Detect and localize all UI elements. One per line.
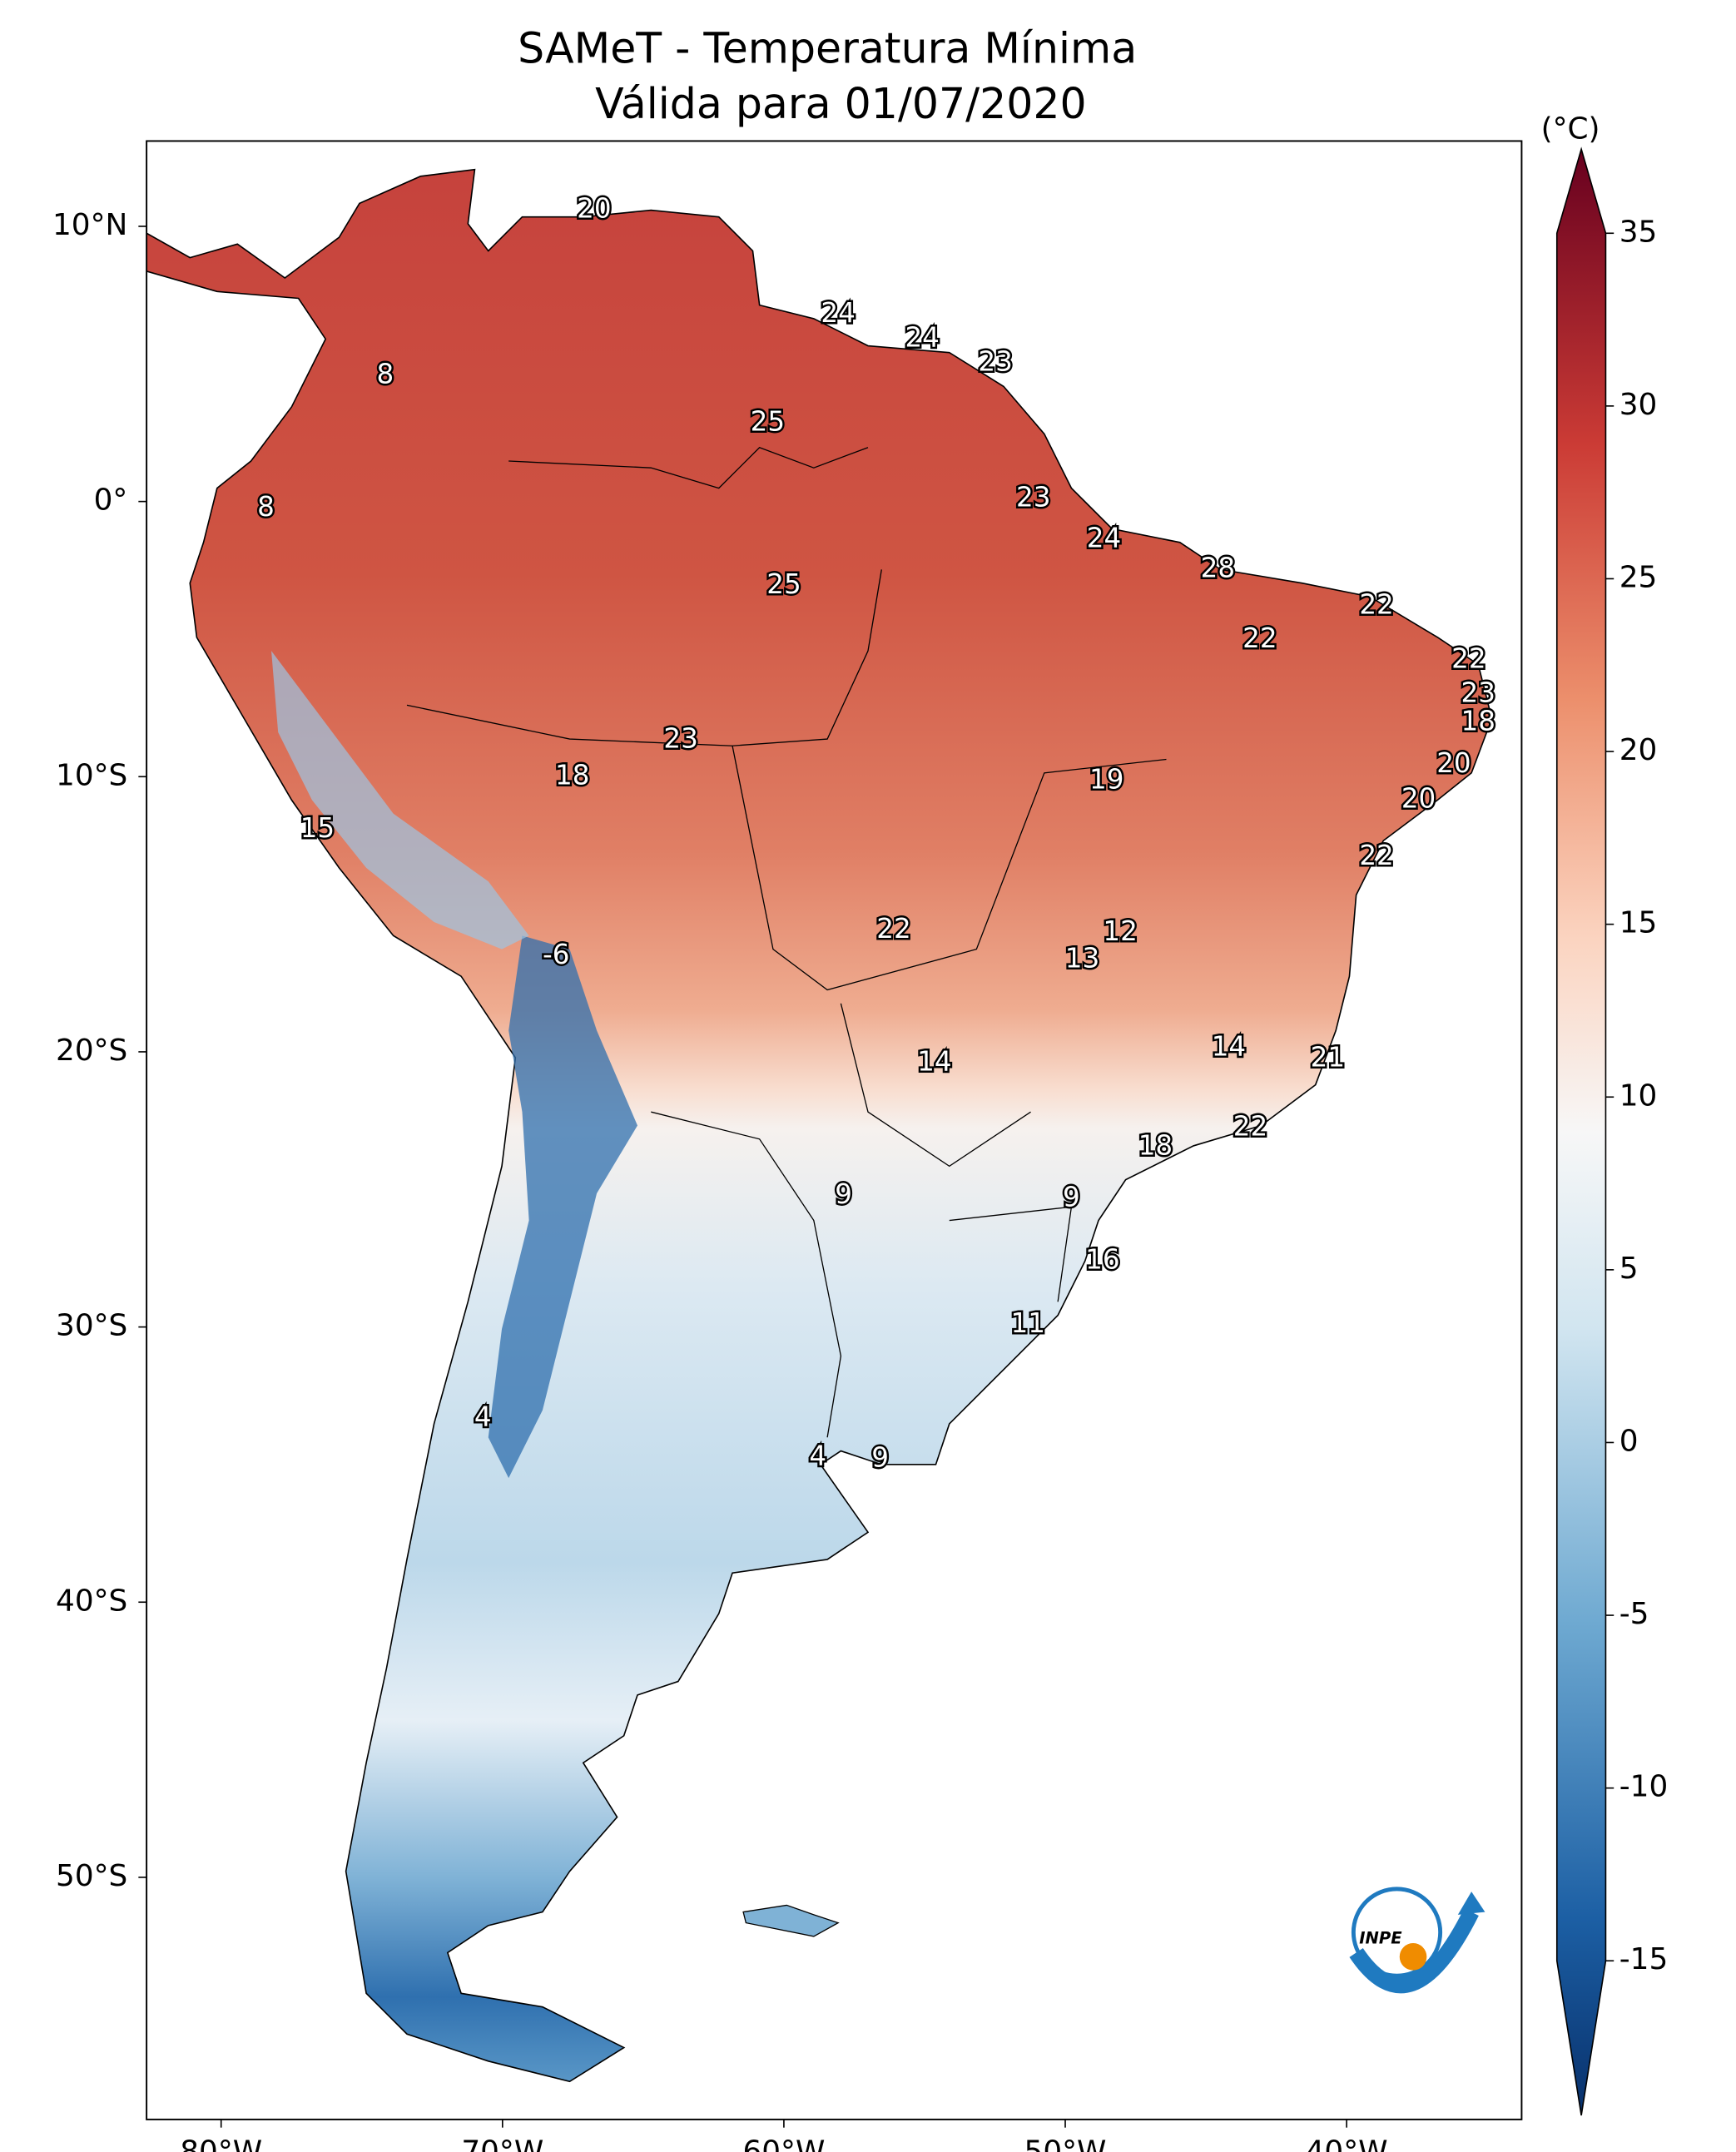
colorbar-unit: (°C): [1541, 112, 1600, 146]
y-tick-label: 10°S: [56, 758, 127, 792]
station-label: 19: [1089, 764, 1123, 796]
station-label: 18: [1138, 1130, 1173, 1162]
station-label: 4: [474, 1401, 492, 1432]
station-label: 23: [978, 346, 1012, 378]
colorbar-tick-label: 5: [1619, 1252, 1639, 1286]
y-tick-label: 10°N: [52, 208, 127, 242]
y-tick-label: 50°S: [56, 1859, 127, 1893]
station-label: 20: [1436, 747, 1471, 779]
station-label: 11: [1011, 1307, 1045, 1339]
map-frame: [146, 140, 1523, 2120]
station-label: 14: [917, 1046, 951, 1078]
station-label: 22: [876, 913, 910, 945]
station-label: 23: [663, 723, 697, 755]
station-label: -6: [543, 939, 569, 970]
colorbar-tick-label: -10: [1619, 1770, 1669, 1804]
station-label: 12: [1103, 915, 1137, 947]
station-label: 25: [766, 568, 801, 600]
station-label: 15: [300, 812, 335, 844]
colorbar-tick-label: 15: [1619, 906, 1658, 940]
y-tick-label: 40°S: [56, 1584, 127, 1618]
x-tick-label: 70°W: [461, 2135, 543, 2152]
title: SAMeT - Temperatura Mínima: [518, 23, 1137, 72]
station-label: 14: [1212, 1031, 1246, 1063]
station-label: 18: [1461, 706, 1495, 737]
station-label: 22: [1242, 622, 1277, 654]
continent: [146, 168, 1493, 2083]
y-tick-label: 0°: [94, 483, 128, 518]
colorbar-tick-label: 20: [1619, 733, 1658, 767]
x-tick-label: 40°W: [1306, 2135, 1388, 2152]
station-label: 25: [751, 405, 785, 437]
andes-cold: [488, 935, 637, 1479]
y-tick-label: 20°S: [56, 1034, 127, 1068]
station-label: 22: [1359, 840, 1393, 871]
station-label: 24: [821, 297, 855, 329]
x-tick-label: 80°W: [180, 2135, 262, 2152]
station-label: 9: [871, 1441, 889, 1473]
station-label: 22: [1233, 1111, 1267, 1143]
station-label: 28: [1201, 552, 1235, 583]
andes-north: [271, 651, 529, 950]
colorbar-tick-label: -15: [1619, 1942, 1669, 1976]
station-label: 9: [1063, 1181, 1080, 1212]
station-label: 23: [1016, 482, 1050, 513]
station-label: 8: [377, 358, 394, 389]
colorbar-tick-label: 35: [1619, 215, 1658, 249]
y-tick-label: 30°S: [56, 1309, 127, 1343]
x-tick-label: 50°W: [1024, 2135, 1107, 2152]
falklands: [742, 1904, 840, 1937]
subtitle: Válida para 01/07/2020: [595, 79, 1087, 128]
station-label: 20: [1401, 782, 1436, 814]
station-label: 16: [1085, 1243, 1119, 1275]
colorbar-tick-label: -5: [1619, 1597, 1649, 1631]
colorbar-tick-label: 30: [1619, 388, 1658, 422]
colorbar-tick-label: 25: [1619, 560, 1658, 594]
station-label: 22: [1451, 643, 1486, 675]
x-tick-label: 60°W: [742, 2135, 825, 2152]
station-label: 22: [1359, 588, 1393, 620]
colorbar-tick-label: 10: [1619, 1078, 1658, 1113]
colorbar-tick-label: 0: [1619, 1424, 1639, 1458]
station-label: 24: [905, 321, 939, 353]
logo: INPE: [1349, 1887, 1486, 1994]
station-label: 21: [1311, 1042, 1345, 1074]
station-label: 9: [835, 1178, 852, 1210]
logo-text: INPE: [1359, 1929, 1402, 1948]
colorbar: [1555, 146, 1607, 2116]
station-label: 8: [257, 491, 275, 523]
borders: [406, 446, 1167, 1438]
station-label: 20: [577, 193, 611, 225]
station-label: 23: [1461, 677, 1495, 708]
station-label: 4: [809, 1440, 826, 1472]
station-label: 18: [555, 760, 589, 791]
map: [146, 168, 1493, 2083]
station-label: 24: [1087, 523, 1121, 554]
station-label: 13: [1065, 943, 1099, 974]
